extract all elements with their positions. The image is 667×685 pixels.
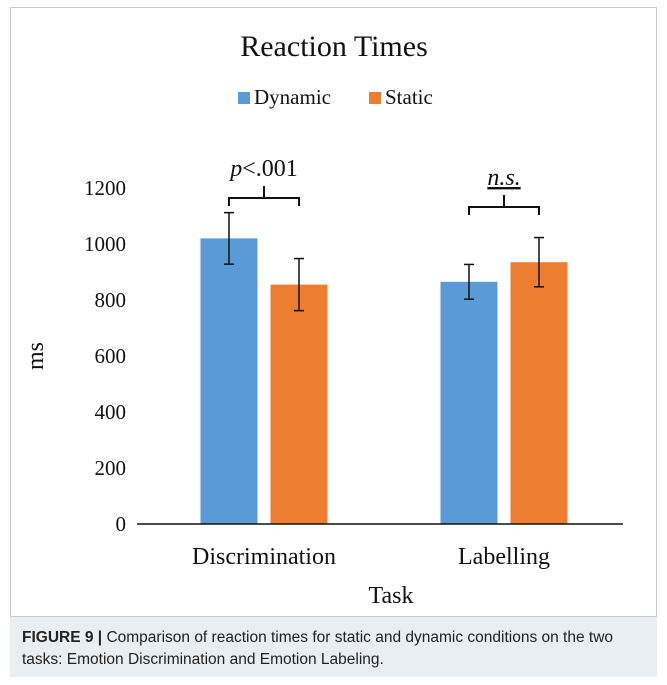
bar-static-discrimination [270, 284, 328, 524]
x-axis-label: Task [369, 583, 414, 609]
chart-title: Reaction Times [240, 30, 428, 63]
bar-dynamic-labelling [440, 281, 498, 524]
y-tick-label: 600 [95, 344, 127, 368]
x-tick-label: Discrimination [192, 544, 336, 570]
legend-label-dynamic: Dynamic [254, 85, 331, 109]
bar-dynamic-discrimination [200, 238, 258, 524]
significance-bracket [228, 197, 300, 206]
legend-label-static: Static [385, 85, 433, 109]
legend-swatch-dynamic [238, 92, 250, 104]
figure-caption: FIGURE 9 | Comparison of reaction times … [10, 617, 657, 677]
y-tick-label: 1000 [84, 232, 126, 256]
caption-label: FIGURE 9 | [22, 629, 103, 646]
caption-text: Comparison of reaction times for static … [22, 629, 614, 668]
chart-frame: Reaction Times Dynamic Static 0 200 400 600 800… [10, 7, 657, 617]
significance-label: n.s. [487, 165, 520, 191]
y-tick-label: 400 [95, 400, 127, 424]
significance-bracket [468, 206, 540, 215]
y-axis-label: ms [23, 342, 49, 370]
legend-swatch-static [369, 92, 381, 104]
y-tick-label: 200 [95, 456, 127, 480]
y-tick-label: 800 [95, 288, 127, 312]
significance-label: p<.001 [228, 156, 298, 182]
y-tick-label: 0 [116, 512, 127, 536]
x-tick-label: Labelling [458, 544, 550, 570]
bar-static-labelling [510, 262, 568, 524]
reaction-times-chart: Reaction Times Dynamic Static 0 200 400 600 800… [23, 30, 623, 609]
y-tick-label: 1200 [84, 176, 126, 200]
